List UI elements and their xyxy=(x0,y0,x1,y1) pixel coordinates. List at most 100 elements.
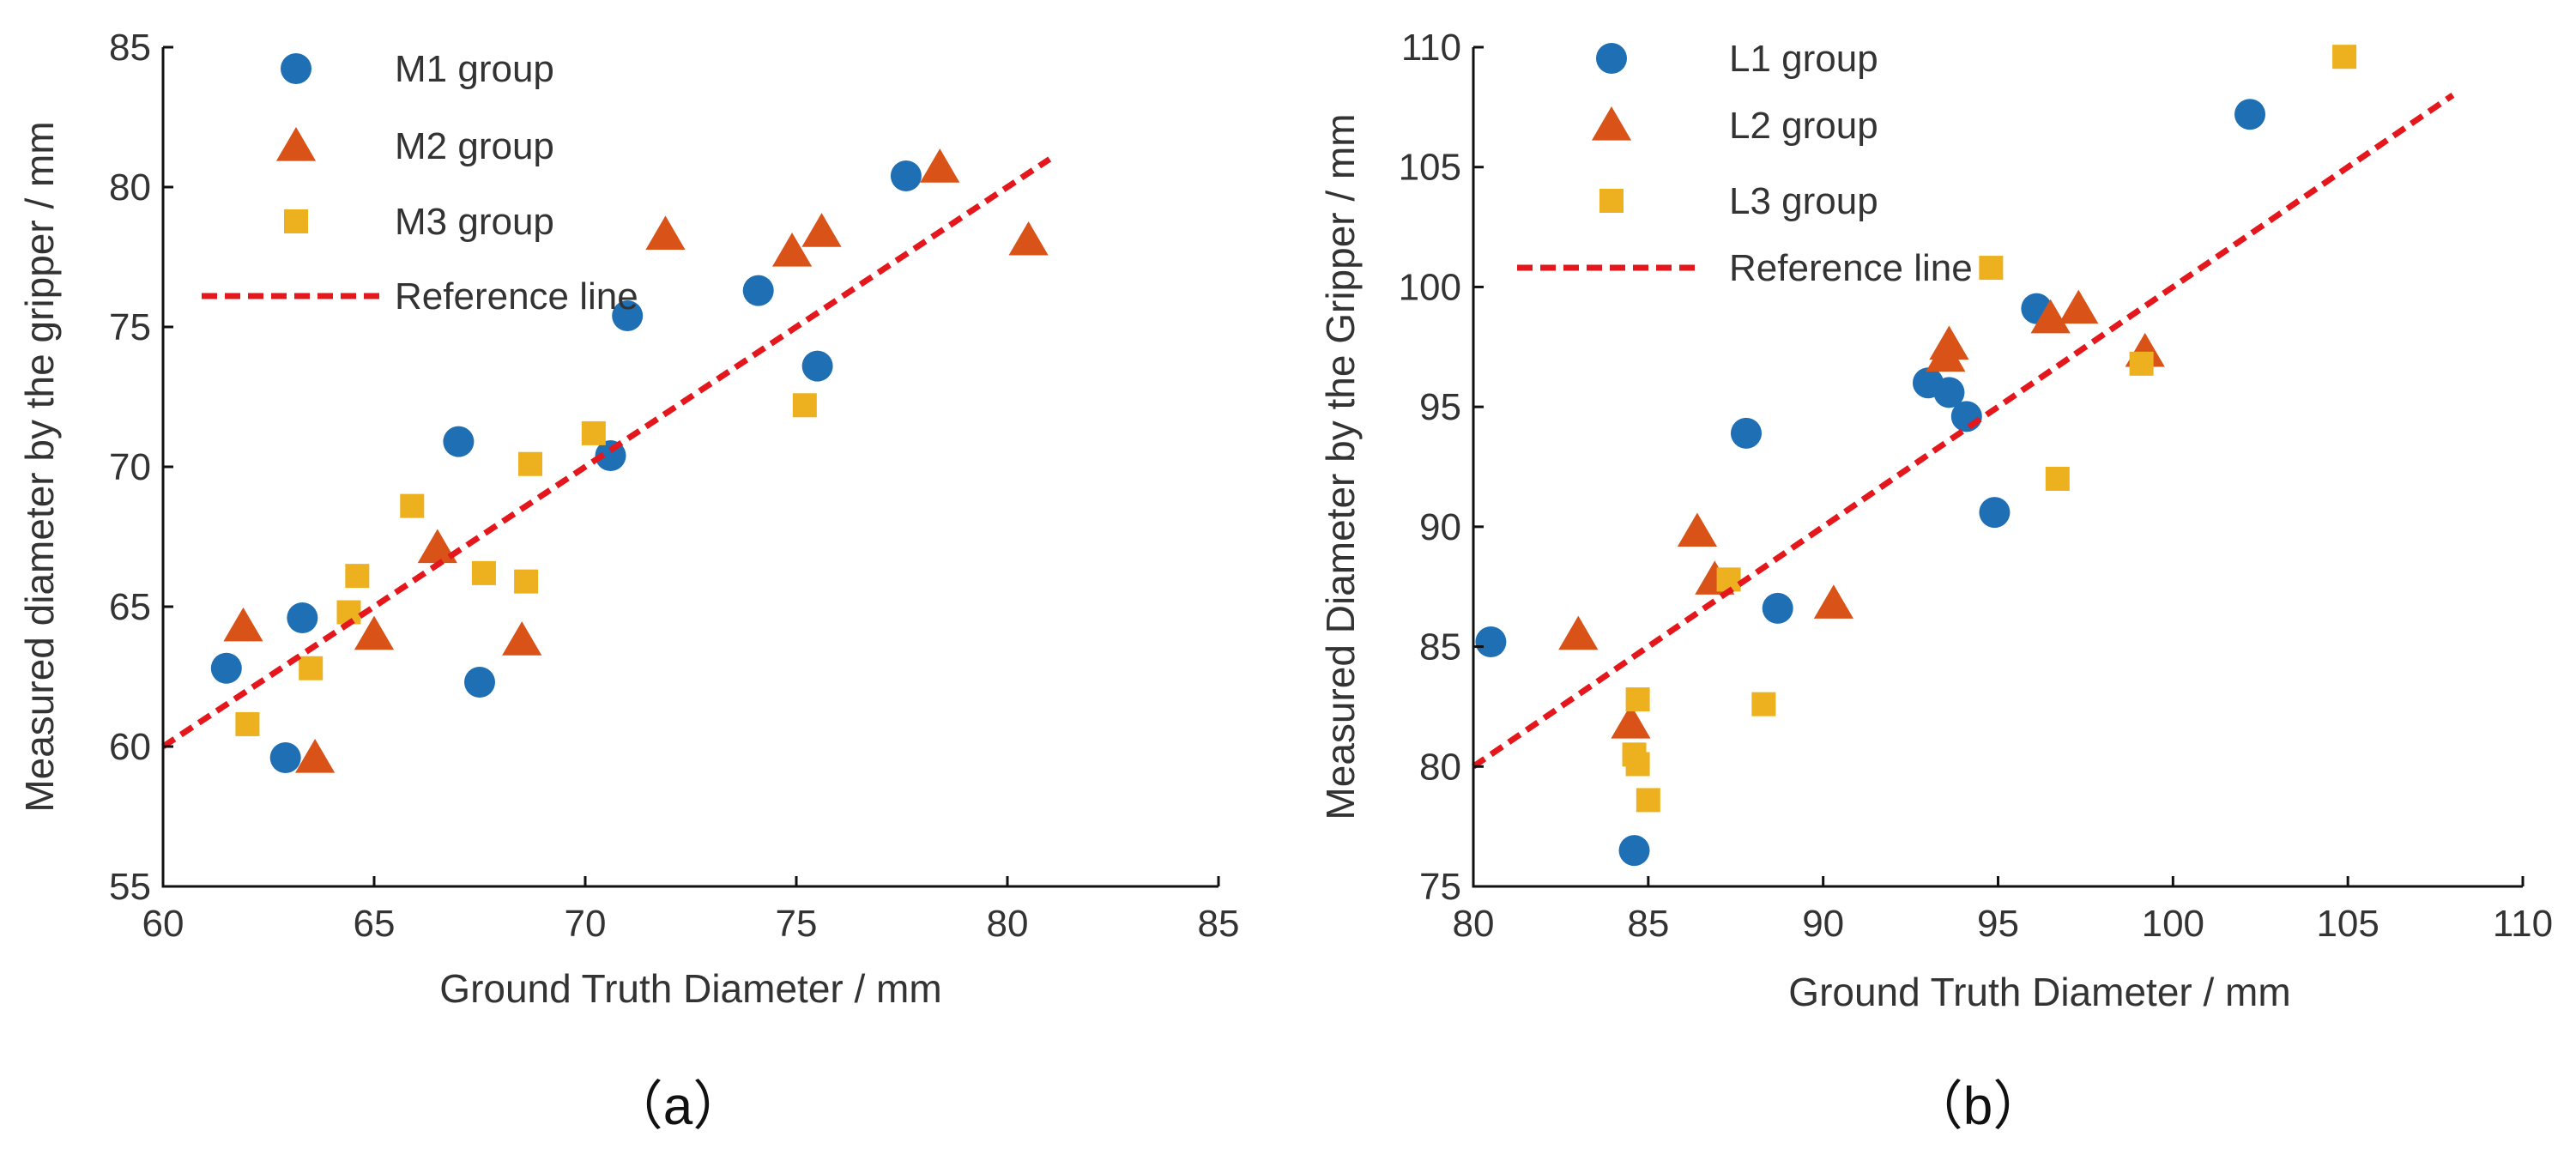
data-point-m1-group-a xyxy=(464,667,495,698)
legend-symbol-m3-group-a xyxy=(284,209,308,233)
data-point-l1-group-b xyxy=(1618,835,1650,867)
x-tick-label-b: 90 xyxy=(1802,903,1844,945)
legend-label-l1-group-b: L1 group xyxy=(1729,38,1878,80)
data-point-l1-group-b xyxy=(1933,377,1965,408)
data-point-m3-group-a xyxy=(514,569,539,594)
legend-label-l3-group-b: L3 group xyxy=(1729,180,1878,222)
y-tick-label-a: 65 xyxy=(109,586,151,628)
y-tick-label-a: 80 xyxy=(109,166,151,209)
x-tick-label-b: 95 xyxy=(1977,903,2019,945)
data-point-m1-group-a xyxy=(210,652,242,684)
data-point-m2-group-a xyxy=(223,607,263,642)
data-point-l2-group-b xyxy=(1677,512,1718,547)
x-tick-label-a: 60 xyxy=(142,903,184,945)
data-point-m2-group-a xyxy=(354,615,395,650)
data-point-l3-group-b xyxy=(2045,466,2070,491)
y-tick-label-a: 60 xyxy=(109,726,151,768)
reference-line-b xyxy=(1472,92,2455,770)
legend-symbol-l3-group-b xyxy=(1599,189,1624,213)
x-tick-label-a: 85 xyxy=(1198,903,1240,945)
data-point-m3-group-a xyxy=(345,564,370,589)
legend-symbol-l2-group-b xyxy=(1591,106,1632,141)
legend-b: L1 group L2 group L3 group Reference line xyxy=(1517,38,1973,289)
data-point-m2-group-a xyxy=(771,232,813,267)
y-tick-label-b: 85 xyxy=(1419,626,1461,668)
data-point-l3-group-b xyxy=(1716,567,1741,592)
legend-label-reference-line-a: Reference line xyxy=(395,275,638,317)
data-point-m2-group-a xyxy=(920,148,960,183)
y-tick-label-b: 105 xyxy=(1399,147,1461,189)
data-point-l3-group-b xyxy=(1625,687,1650,712)
data-point-m1-group-a xyxy=(269,742,301,774)
y-tick-label-b: 95 xyxy=(1419,386,1461,428)
legend-a: M1 group M2 group M3 group Reference line xyxy=(202,48,638,317)
data-point-l1-group-b xyxy=(1475,626,1507,657)
data-point-l2-group-b xyxy=(1558,615,1599,650)
y-axis-label-b: Measured Diameter by the Gripper / mm xyxy=(1318,113,1363,819)
data-point-m3-group-a xyxy=(400,493,425,518)
legend-label-l2-group-b: L2 group xyxy=(1729,105,1878,147)
y-tick-label-a: 75 xyxy=(109,306,151,348)
data-point-l2-group-b xyxy=(1929,325,1969,360)
legend-label-m1-group-a: M1 group xyxy=(395,48,554,90)
data-point-m3-group-a xyxy=(235,711,260,736)
x-tick-label-b: 80 xyxy=(1453,903,1495,945)
reference-line-a xyxy=(161,156,1052,749)
x-axis-label-b: Ground Truth Diameter / mm xyxy=(1788,970,2290,1014)
plot-area-b xyxy=(1472,45,2455,867)
x-tick-label-b: 105 xyxy=(2316,903,2379,945)
data-point-l2-group-b xyxy=(2059,289,2099,324)
y-tick-label-b: 90 xyxy=(1419,506,1461,548)
data-point-m2-group-a xyxy=(645,215,686,251)
data-point-l3-group-b xyxy=(1636,788,1660,813)
legend-label-m3-group-a: M3 group xyxy=(395,201,554,243)
data-point-l2-group-b xyxy=(2030,299,2071,334)
data-point-m2-group-a xyxy=(417,529,457,564)
data-point-m3-group-a xyxy=(471,560,496,585)
data-point-m3-group-a xyxy=(792,393,817,418)
y-tick-label-a: 85 xyxy=(109,27,151,69)
data-point-l2-group-b xyxy=(1611,704,1651,739)
data-point-l2-group-b xyxy=(1813,584,1853,619)
data-point-l3-group-b xyxy=(1979,256,2004,281)
data-point-m3-group-a xyxy=(518,451,543,476)
data-point-m1-group-a xyxy=(890,160,922,191)
data-point-l1-group-b xyxy=(1979,497,2011,529)
data-point-l3-group-b xyxy=(2129,351,2154,376)
x-tick-label-b: 100 xyxy=(2142,903,2204,945)
y-axis-label-a: Measured diameter by the gripper / mm xyxy=(17,121,62,812)
data-point-l3-group-b xyxy=(1625,752,1650,777)
data-point-m1-group-a xyxy=(443,426,475,457)
legend-symbol-l1-group-b xyxy=(1596,43,1627,74)
x-tick-label-a: 65 xyxy=(354,903,396,945)
legend-symbol-m1-group-a xyxy=(281,53,311,84)
x-tick-label-a: 75 xyxy=(776,903,818,945)
data-point-l1-group-b xyxy=(2234,99,2266,130)
data-point-l3-group-b xyxy=(1751,692,1776,717)
legend-label-reference-line-b: Reference line xyxy=(1729,247,1973,289)
x-tick-label-a: 80 xyxy=(987,903,1029,945)
x-axis-label-a: Ground Truth Diameter / mm xyxy=(439,966,941,1011)
x-tick-label-b: 110 xyxy=(2493,903,2553,945)
y-tick-label-a: 55 xyxy=(109,866,151,908)
y-tick-label-a: 70 xyxy=(109,446,151,488)
data-point-m1-group-a xyxy=(612,299,644,331)
panel-label-b: （b） xyxy=(1910,1077,2046,1136)
data-point-m3-group-a xyxy=(299,656,324,680)
y-tick-label-b: 75 xyxy=(1419,866,1461,908)
panel-label-a: （a） xyxy=(610,1077,746,1136)
data-point-m2-group-a xyxy=(502,621,542,656)
data-point-m1-group-a xyxy=(287,602,318,634)
data-point-m1-group-a xyxy=(742,275,774,306)
data-point-l1-group-b xyxy=(1730,417,1762,449)
x-tick-label-a: 70 xyxy=(565,903,607,945)
y-tick-label-b: 110 xyxy=(1401,27,1461,69)
data-point-m2-group-a xyxy=(295,739,336,773)
legend-label-m2-group-a: M2 group xyxy=(395,125,554,167)
legend-symbol-m2-group-a xyxy=(275,127,317,161)
